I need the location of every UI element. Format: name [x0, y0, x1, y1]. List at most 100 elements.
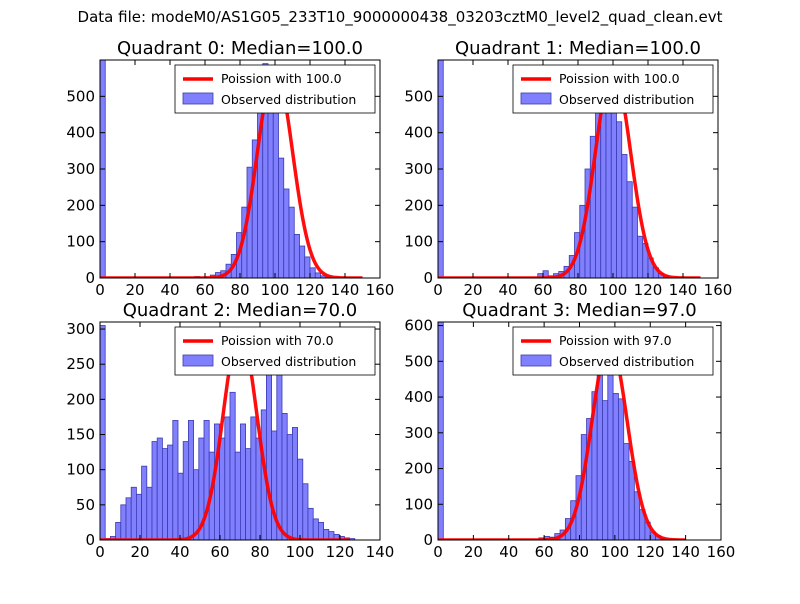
poisson-curve	[438, 339, 687, 540]
chart-title: Quadrant 2: Median=70.0	[123, 300, 358, 321]
x-tick-label: 0	[433, 543, 443, 561]
y-tick-label: 100	[66, 461, 95, 479]
histogram-bar	[312, 518, 319, 540]
histogram-bar	[177, 472, 184, 540]
y-tick-label: 200	[66, 390, 95, 408]
y-tick-label: 150	[66, 426, 95, 444]
histogram-bar	[293, 233, 300, 278]
legend-label-observed: Observed distribution	[221, 354, 356, 369]
quadrant-1-chart: 0 20 40 60 80 100 120 140 160 0 100 200 300 400 500 Qua…	[404, 38, 732, 299]
histogram-bar	[283, 188, 290, 278]
x-tick-label: 160	[707, 543, 736, 561]
legend-bar-swatch	[182, 354, 214, 367]
histogram-bar	[291, 427, 298, 540]
x-tick-label: 20	[463, 281, 482, 299]
y-tick-label: 400	[404, 124, 433, 142]
histogram-bar	[272, 103, 279, 278]
histogram-bar	[281, 413, 288, 540]
x-tick-label: 140	[366, 543, 395, 561]
histogram-bar	[156, 437, 163, 540]
x-tick-label: 80	[568, 281, 587, 299]
legend: Poission with 100.0 Observed distribution	[174, 64, 376, 114]
histogram-bar	[304, 256, 311, 278]
y-tick-label: 500	[404, 87, 433, 105]
x-tick-label: 80	[570, 543, 589, 561]
x-tick-label: 160	[704, 281, 733, 299]
chart-title: Quadrant 1: Median=100.0	[455, 38, 701, 59]
x-tick-label: 60	[533, 281, 552, 299]
histogram-bar	[314, 272, 321, 278]
legend: Poission with 70.0 Observed distribution	[174, 326, 376, 376]
histogram-bar	[120, 504, 127, 540]
histogram-bar	[182, 441, 189, 540]
histogram-bar	[299, 245, 306, 278]
y-tick-label: 0	[85, 269, 95, 287]
histogram-bar	[288, 206, 295, 278]
histogram-bar	[438, 322, 444, 540]
figure-suptitle: Data file: modeM0/AS1G05_233T10_90000004…	[77, 8, 723, 26]
histogram-bar	[621, 154, 628, 278]
histogram-bar	[309, 267, 316, 278]
legend-label-poisson: Poission with 100.0	[559, 71, 680, 86]
x-tick-label: 100	[261, 281, 290, 299]
y-tick-label: 500	[66, 87, 95, 105]
legend-label-poisson: Poission with 97.0	[559, 333, 672, 348]
histogram-bar	[146, 486, 153, 540]
x-tick-label: 80	[250, 543, 269, 561]
legend-bar-swatch	[182, 92, 214, 105]
histogram-bar	[623, 443, 630, 540]
histogram-bar	[239, 423, 246, 540]
legend: Poission with 97.0 Observed distribution	[512, 326, 714, 376]
x-tick-label: 60	[210, 543, 229, 561]
y-tick-label: 600	[404, 317, 433, 335]
histogram-bar	[631, 206, 638, 278]
x-tick-label: 60	[535, 543, 554, 561]
y-tick-label: 400	[404, 388, 433, 406]
histogram-bar	[626, 181, 633, 278]
histogram-bar	[172, 420, 179, 540]
histogram-bar	[125, 497, 132, 540]
y-tick-label: 50	[76, 496, 95, 514]
y-tick-label: 250	[66, 355, 95, 373]
histogram-bar	[224, 416, 231, 540]
y-tick-label: 100	[404, 495, 433, 513]
quadrant-3-chart: 0 20 40 60 80 100 120 140 160 0 100 200 300 400 500 600…	[404, 300, 735, 561]
histogram-bar	[317, 522, 324, 540]
x-tick-label: 20	[125, 281, 144, 299]
histogram-bar	[135, 493, 142, 540]
x-tick-label: 120	[634, 281, 663, 299]
x-tick-label: 20	[130, 543, 149, 561]
legend-label-observed: Observed distribution	[559, 92, 694, 107]
histogram-bar	[616, 121, 623, 278]
x-tick-label: 100	[599, 281, 628, 299]
y-tick-label: 200	[404, 460, 433, 478]
y-tick-label: 100	[66, 233, 95, 251]
histogram-bar	[618, 398, 625, 540]
y-tick-label: 300	[66, 160, 95, 178]
histogram-bar	[234, 451, 241, 540]
y-tick-label: 100	[404, 233, 433, 251]
y-tick-label: 400	[66, 124, 95, 142]
x-tick-label: 80	[230, 281, 249, 299]
poisson-curve	[100, 67, 364, 278]
histogram-bar	[151, 441, 158, 540]
histogram-bar	[115, 522, 122, 540]
legend-label-observed: Observed distribution	[221, 92, 356, 107]
y-tick-label: 0	[423, 531, 433, 549]
histogram-bar	[245, 448, 252, 540]
chart-title: Quadrant 0: Median=100.0	[117, 38, 363, 59]
x-tick-label: 20	[464, 543, 483, 561]
x-tick-label: 120	[636, 543, 665, 561]
histogram-bar	[637, 235, 644, 278]
y-tick-label: 300	[404, 160, 433, 178]
legend-box	[512, 64, 714, 114]
poisson-curve	[438, 67, 702, 278]
legend-bar-swatch	[520, 92, 552, 105]
histogram-bar	[297, 458, 304, 540]
histogram-bar	[610, 90, 617, 278]
histogram-bar	[167, 444, 174, 540]
x-tick-label: 120	[296, 281, 325, 299]
histogram-bar	[255, 437, 262, 540]
histogram-bar	[302, 483, 309, 540]
